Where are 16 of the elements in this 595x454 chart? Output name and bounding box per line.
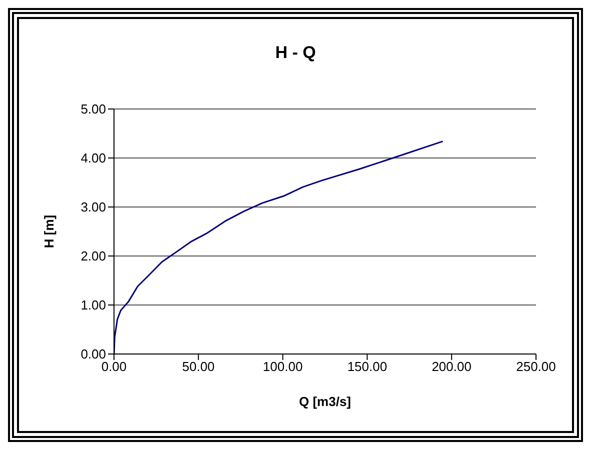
y-tick-label: 5.00: [80, 102, 106, 117]
x-tick-label: 250.00: [516, 359, 556, 374]
y-tick-label: 0.00: [80, 346, 106, 362]
x-tick-label: 50.00: [182, 359, 215, 374]
y-tick-label: 1.00: [80, 298, 106, 313]
x-tick-label: 0.00: [101, 359, 127, 374]
x-tick-label: 100.00: [262, 359, 303, 374]
y-tick-label: 2.00: [80, 248, 106, 264]
line-series: [114, 140, 444, 354]
x-axis-title: Q [m3/s]: [298, 394, 352, 409]
x-tick-label: 150.00: [347, 359, 388, 374]
x-tick-label: 200.00: [432, 359, 472, 374]
chart-title: H - Q: [274, 42, 317, 64]
y-tick-label: 3.00: [80, 200, 106, 215]
y-axis-title: H [m]: [42, 214, 57, 248]
y-tick-label: 4.00: [80, 150, 106, 166]
